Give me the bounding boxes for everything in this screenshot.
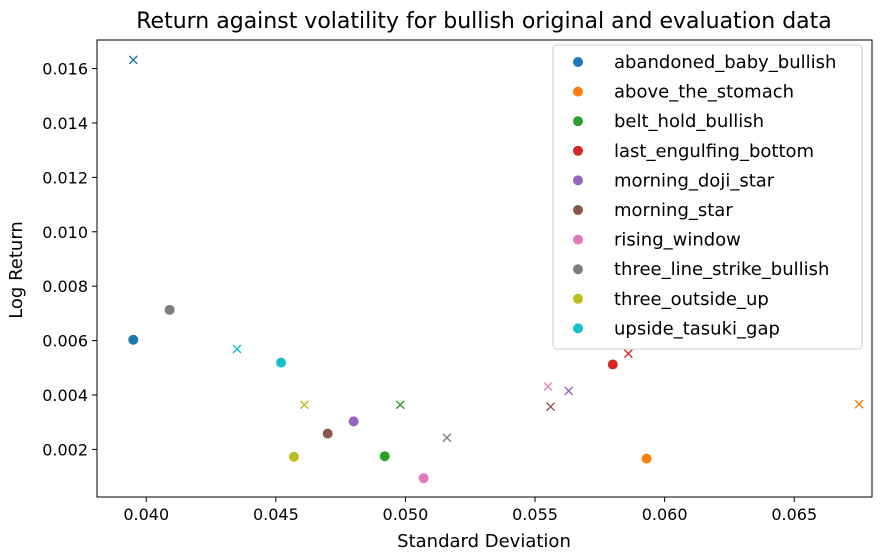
legend-label: three_line_strike_bullish xyxy=(614,259,829,280)
data-point-original xyxy=(607,359,618,370)
plot-frame xyxy=(96,39,873,498)
data-point-original xyxy=(276,357,287,368)
data-point-evaluation xyxy=(299,400,309,410)
data-point-evaluation xyxy=(442,433,452,443)
plot-area: 0.040 0.045 0.050 0.055 0.060 0.065 0.002 0.004… xyxy=(42,39,873,524)
legend-label: morning_doji_star xyxy=(614,170,775,191)
legend-marker xyxy=(573,145,583,156)
legend-marker xyxy=(573,323,583,334)
y-axis-label: Log Return xyxy=(6,221,27,319)
legend-marker xyxy=(573,205,583,215)
y-tick-label: 0.010 xyxy=(42,223,88,242)
legend-marker xyxy=(573,175,583,186)
data-point-evaluation xyxy=(395,400,405,410)
y-tick-label: 0.004 xyxy=(42,386,88,405)
y-tick-label: 0.006 xyxy=(42,332,88,351)
legend-label: morning_star xyxy=(614,200,733,221)
data-point-original xyxy=(322,428,333,439)
data-point-original xyxy=(641,453,652,464)
y-tick-label: 0.012 xyxy=(42,168,88,187)
data-point-evaluation xyxy=(232,344,242,354)
legend-label: three_outside_up xyxy=(614,289,769,310)
y-tick-label: 0.014 xyxy=(42,114,88,133)
legend-box xyxy=(552,44,863,350)
x-tick-label: 0.050 xyxy=(383,505,429,524)
x-axis-label: Standard Deviation xyxy=(397,531,571,552)
x-tick-label: 0.060 xyxy=(642,505,688,524)
legend-marker xyxy=(573,293,583,304)
y-tick-label: 0.016 xyxy=(42,60,88,79)
y-tick-label: 0.008 xyxy=(42,277,88,296)
x-tick-label: 0.065 xyxy=(771,505,817,524)
data-point-original xyxy=(348,416,359,427)
legend-marker xyxy=(573,234,583,245)
data-point-original xyxy=(164,304,175,315)
legend-label: upside_tasuki_gap xyxy=(614,318,780,339)
legend-marker xyxy=(573,86,583,97)
x-tick-label: 0.045 xyxy=(253,505,299,524)
data-point-evaluation xyxy=(623,349,633,359)
data-point-original xyxy=(418,473,429,484)
data-point-evaluation xyxy=(543,382,553,392)
data-point-original xyxy=(128,334,139,345)
x-tick-label: 0.040 xyxy=(123,505,169,524)
chart-title: Return against volatility for bullish or… xyxy=(136,9,832,34)
y-tick-label: 0.002 xyxy=(42,440,88,459)
legend-label: above_the_stomach xyxy=(614,82,794,103)
legend-label: last_engulfing_bottom xyxy=(614,141,814,162)
data-point-evaluation xyxy=(854,399,864,409)
legend: abandoned_baby_bullish above_the_stomachb… xyxy=(552,44,863,350)
legend-label: rising_window xyxy=(614,230,741,251)
legend-marker xyxy=(573,116,583,127)
data-point-original xyxy=(379,451,390,462)
legend-label: abandoned_baby_bullish xyxy=(614,52,836,73)
data-point-evaluation xyxy=(546,402,556,412)
legend-marker xyxy=(573,264,583,275)
data-point-original xyxy=(288,451,299,462)
legend-label: belt_hold_bullish xyxy=(614,111,764,132)
legend-marker xyxy=(573,57,583,67)
data-point-evaluation xyxy=(564,386,574,396)
x-tick-label: 0.055 xyxy=(512,505,558,524)
data-point-evaluation xyxy=(128,55,138,65)
